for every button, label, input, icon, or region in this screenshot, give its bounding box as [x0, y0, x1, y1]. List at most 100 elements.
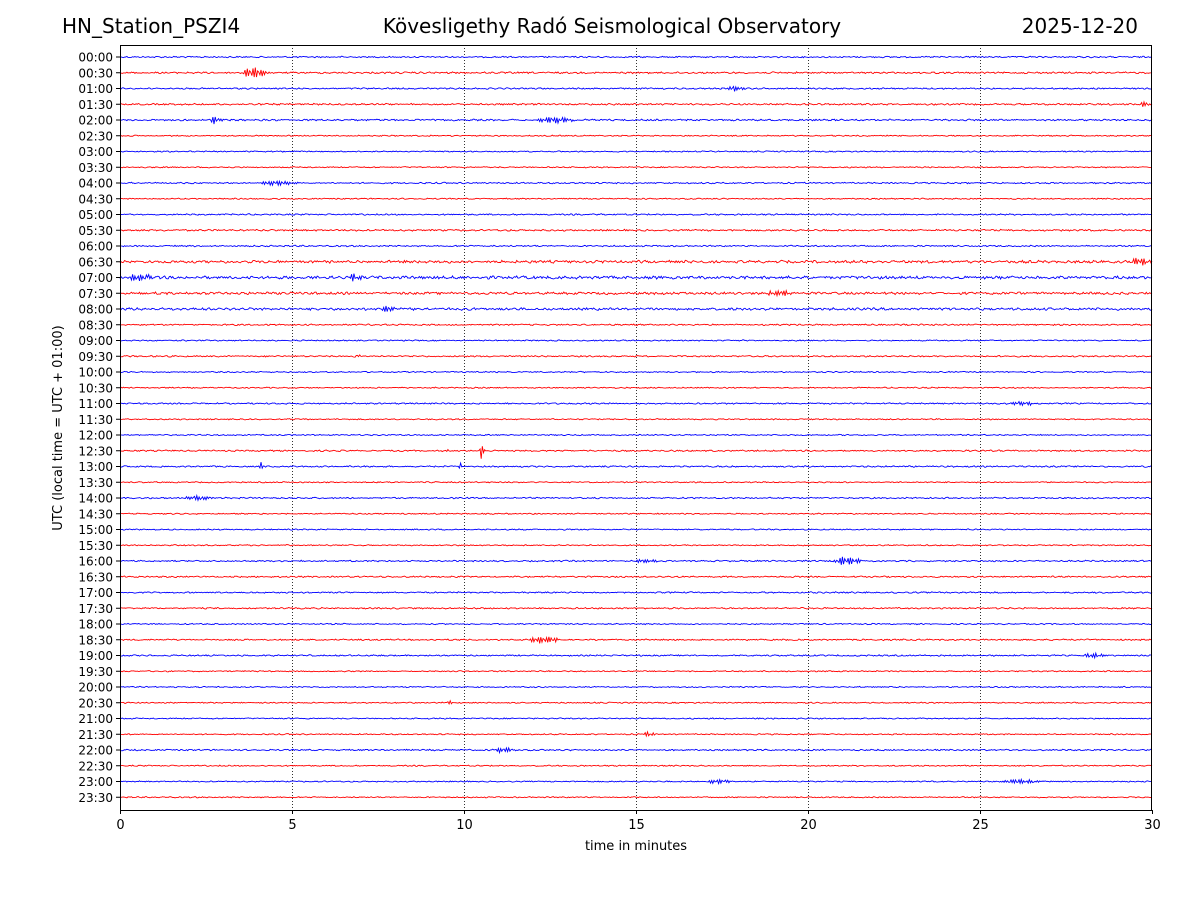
- trace-0130: [119, 100, 1153, 107]
- trace-2000: [119, 685, 1153, 689]
- trace-1600: [119, 556, 1153, 565]
- y-tick-label: 16:30: [78, 570, 113, 584]
- x-tick-label-30: 30: [1144, 818, 1161, 833]
- x-tick-label-5: 5: [288, 818, 296, 833]
- trace-0930: [119, 354, 1153, 358]
- y-tick-label: 03:30: [78, 161, 113, 175]
- trace-0030: [119, 67, 1153, 78]
- trace-0800: [119, 305, 1153, 313]
- gridlines: [292, 45, 981, 810]
- trace-0500: [119, 213, 1153, 216]
- y-tick-label: 19:30: [78, 665, 113, 679]
- y-tick-label: 17:30: [78, 602, 113, 616]
- y-tick-label: 15:00: [78, 523, 113, 537]
- y-tick-label: 05:00: [78, 208, 113, 222]
- trace-1230: [119, 446, 1153, 459]
- y-tick-label: 14:00: [78, 492, 113, 506]
- y-tick-label: 16:00: [78, 555, 113, 569]
- x-tick-label-10: 10: [456, 818, 473, 833]
- trace-2030: [119, 699, 1153, 706]
- trace-1530: [119, 544, 1153, 547]
- y-tick-label: 11:00: [78, 397, 113, 411]
- y-tick-label: 08:30: [78, 318, 113, 332]
- y-tick-label: 18:30: [78, 633, 113, 647]
- trace-0700: [119, 273, 1153, 282]
- y-tick-label: 09:30: [78, 350, 113, 364]
- y-tick-label: 00:30: [78, 66, 113, 80]
- trace-2300: [119, 777, 1152, 786]
- y-tick-label: 23:30: [78, 791, 113, 805]
- y-tick-label: 07:30: [78, 287, 113, 301]
- y-tick-label: 07:00: [78, 271, 113, 285]
- trace-0100: [119, 85, 1153, 92]
- y-tick-label: 15:30: [78, 539, 113, 553]
- y-tick-label: 06:30: [78, 255, 113, 269]
- y-tick-label: 13:30: [78, 476, 113, 490]
- y-tick-label: 10:00: [78, 366, 113, 380]
- trace-0230: [119, 134, 1153, 137]
- y-tick-label: 14:30: [78, 507, 113, 521]
- y-tick-label: 00:00: [78, 51, 113, 65]
- y-tick-label: 08:00: [78, 303, 113, 317]
- trace-0830: [119, 323, 1153, 327]
- trace-0300: [119, 150, 1153, 153]
- trace-1200: [119, 433, 1153, 437]
- x-tick-label-0: 0: [116, 818, 124, 833]
- trace-1030: [119, 386, 1153, 389]
- y-tick-label: 22:30: [78, 759, 113, 773]
- trace-0630: [119, 257, 1153, 266]
- trace-2200: [119, 746, 1153, 755]
- x-axis-label: time in minutes: [585, 839, 687, 854]
- y-tick-label: 04:00: [78, 177, 113, 191]
- y-tick-label: 20:00: [78, 681, 113, 695]
- trace-1330: [119, 481, 1153, 484]
- trace-1800: [119, 622, 1153, 626]
- record-date: 2025-12-20: [1021, 14, 1138, 38]
- trace-1930: [119, 670, 1153, 673]
- y-tick-label: 09:00: [78, 334, 113, 348]
- trace-1730: [119, 606, 1153, 610]
- y-tick-label: 23:00: [78, 775, 113, 789]
- trace-1700: [119, 591, 1153, 594]
- trace-0200: [119, 116, 1153, 125]
- trace-1500: [119, 528, 1153, 531]
- y-tick-label: 01:00: [78, 82, 113, 96]
- x-tick-label-25: 25: [972, 818, 989, 833]
- y-tick-label: 01:30: [78, 98, 113, 112]
- trace-0000: [119, 55, 1153, 59]
- y-tick-label: 10:30: [78, 381, 113, 395]
- trace-1430: [119, 512, 1153, 515]
- x-tick-label-15: 15: [628, 818, 645, 833]
- y-tick-label: 19:00: [78, 649, 113, 663]
- y-tick-label: 22:00: [78, 744, 113, 758]
- trace-2130: [119, 730, 1153, 738]
- trace-0900: [119, 339, 1153, 342]
- y-tick-label: 18:00: [78, 618, 113, 632]
- y-tick-label: 03:00: [78, 145, 113, 159]
- trace-0400: [119, 179, 1153, 187]
- station-name: HN_Station_PSZI4: [62, 14, 241, 38]
- plot-frame: [120, 45, 1152, 811]
- y-tick-label: 17:00: [78, 586, 113, 600]
- trace-1300: [119, 461, 1153, 470]
- x-tick-label-20: 20: [800, 818, 817, 833]
- trace-0600: [119, 244, 1153, 248]
- trace-0530: [119, 228, 1153, 232]
- x-axis-ticks: 0 5 10 15 20 25 30: [116, 810, 1161, 833]
- y-tick-label: 02:30: [78, 129, 113, 143]
- y-tick-label: 20:30: [78, 696, 113, 710]
- trace-1400: [119, 493, 1153, 502]
- y-tick-label: 06:00: [78, 240, 113, 254]
- trace-1830: [119, 635, 1153, 644]
- trace-1000: [119, 370, 1153, 374]
- trace-2230: [119, 764, 1153, 767]
- y-tick-label: 21:00: [78, 712, 113, 726]
- trace-0330: [120, 166, 1153, 169]
- trace-1100: [119, 400, 1153, 407]
- trace-0730: [119, 289, 1153, 298]
- trace-2100: [119, 717, 1153, 720]
- y-tick-label: 02:00: [78, 114, 113, 128]
